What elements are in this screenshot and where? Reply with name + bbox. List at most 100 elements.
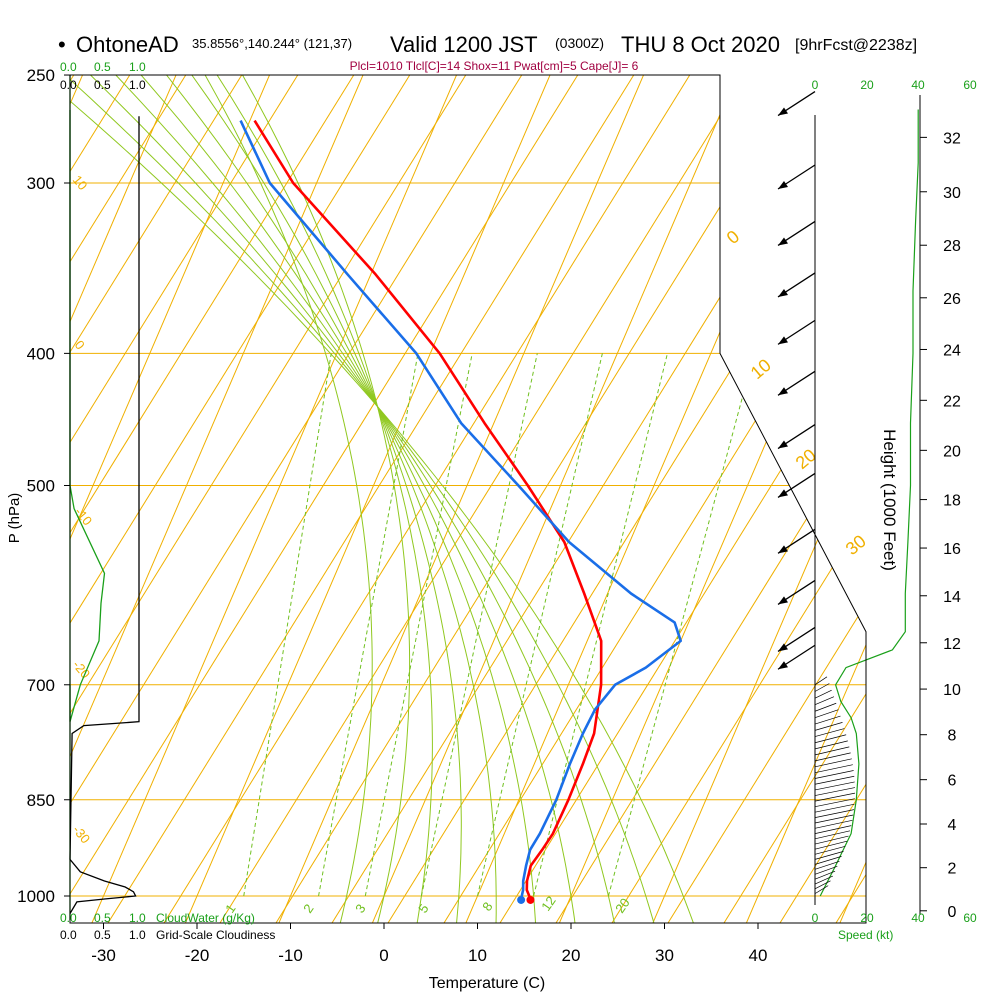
- dry-adiabat: [70, 75, 467, 923]
- barb-flag: [778, 237, 788, 246]
- cloudiness-profile: [69, 116, 140, 914]
- wind-barb-low: [814, 792, 856, 802]
- wind-barb: [777, 90, 816, 117]
- wind-barb-low: [814, 885, 829, 894]
- height-tick-label: 24: [943, 342, 961, 359]
- wind-barb-low: [814, 728, 845, 737]
- barb-flag: [778, 440, 788, 449]
- legend-label: CloudWater (g/Kg): [156, 911, 255, 925]
- temperature-surface-point: [526, 895, 535, 904]
- speed-tick: 20: [860, 911, 874, 925]
- legend-value: 0.5: [94, 928, 111, 942]
- station-name: OhtoneAD: [76, 32, 179, 57]
- wind-barb-low: [814, 676, 828, 686]
- isotherm-label: 10: [747, 355, 775, 383]
- moist-adiabat: [70, 75, 655, 923]
- temperature-profile: [253, 119, 603, 900]
- height-tick-label: 6: [948, 773, 957, 790]
- moist-adiabat: [90, 75, 616, 923]
- x-tick-label: 0: [379, 946, 388, 965]
- height-tick-label: 4: [948, 817, 957, 834]
- utc-time: (0300Z): [555, 35, 604, 51]
- wind-barb-low: [814, 825, 852, 834]
- stability-indices: Plcl=1010 Tlcl[C]=14 Shox=11 Pwat[cm]=5 …: [350, 59, 639, 73]
- dry-adiabat: [611, 75, 866, 923]
- wind-barb: [777, 644, 816, 670]
- dry-adiabat: [387, 75, 866, 923]
- top-scale-black: 0.0 0.5 1.0: [60, 78, 146, 92]
- barb-flag: [778, 107, 788, 116]
- isotherm: [558, 75, 866, 923]
- wind-barb-low: [814, 715, 841, 725]
- x-tick-label: 40: [749, 946, 768, 965]
- wind-barb-low: [814, 746, 850, 756]
- speed-tick: 40: [911, 78, 925, 92]
- y-tick-label: 250: [27, 66, 55, 85]
- speed-tick: 60: [963, 78, 977, 92]
- top-scale-green: 0.0 0.5 1.0: [60, 60, 146, 74]
- speed-tick: 0: [812, 911, 819, 925]
- legend-value: 1.0: [129, 911, 146, 925]
- wind-barb: [777, 472, 816, 498]
- wind-barb-low: [814, 758, 852, 768]
- cloud-water-profile: [69, 75, 106, 722]
- adiabat-label: 10: [70, 172, 91, 193]
- x-tick-label: 20: [562, 946, 581, 965]
- legend-value: 0.5: [94, 911, 111, 925]
- mixing-ratio-label: 20: [612, 895, 633, 915]
- valid-time: Valid 1200 JST: [390, 32, 538, 57]
- y-tick-label: 850: [27, 791, 55, 810]
- speed-tick: 60: [963, 911, 977, 925]
- wind-barb-low: [814, 814, 854, 824]
- wind-barb-low: [814, 835, 849, 845]
- dry-adiabat: [667, 75, 866, 923]
- dry-adiabat: [70, 75, 523, 923]
- cloudiness-legend: 0.0 0.5 1.0 Grid-Scale Cloudiness: [60, 928, 275, 942]
- isotherm-group: [70, 75, 866, 923]
- wind-barb-low: [814, 819, 853, 829]
- cloudwater-legend: 0.0 0.5 1.0 CloudWater (g/Kg): [60, 911, 255, 925]
- chart-frame: -30 -20 -10 0 10 20 30 402503004005007008501000…: [17, 66, 961, 965]
- mixing-ratio-line: [318, 353, 419, 897]
- x-tick-label: -30: [91, 946, 116, 965]
- dry-adiabat: [70, 75, 187, 923]
- wind-barb: [777, 370, 816, 396]
- x-axis-title: Temperature (C): [429, 975, 545, 992]
- wind-barb-low: [814, 880, 831, 890]
- isotherm-label: 20: [792, 445, 820, 473]
- station-marker: •: [58, 32, 66, 57]
- x-tick-label: 30: [655, 946, 674, 965]
- barb-flag: [778, 387, 788, 396]
- height-tick-label: 2: [948, 861, 957, 878]
- wind-barb-low: [814, 830, 851, 840]
- wind-barb: [777, 220, 816, 246]
- height-tick-label: 14: [943, 589, 961, 606]
- wind-barb-low: [814, 770, 854, 779]
- wind-speed-profile: [819, 109, 919, 897]
- barb-flag: [778, 181, 788, 189]
- mixing-ratio-line: [420, 353, 538, 897]
- mixing-ratio-line: [533, 353, 668, 897]
- mixing-ratio-line: [607, 353, 755, 897]
- y-tick-label: 700: [27, 676, 55, 695]
- adiabat-label: 0: [72, 337, 88, 352]
- dry-adiabat: [275, 75, 803, 923]
- height-tick-label: 18: [943, 493, 961, 510]
- height-tick-label: 22: [943, 393, 961, 410]
- barb-flag: [778, 661, 788, 670]
- height-tick-label: 12: [943, 636, 961, 653]
- station-coords: 35.8556°,140.244° (121,37): [192, 36, 352, 51]
- scale-label: 1.0: [129, 60, 146, 74]
- wind-barb: [777, 319, 816, 345]
- wind-barb-low: [814, 851, 844, 860]
- wind-barb-low: [814, 752, 851, 762]
- moist-adiabat: [115, 75, 576, 923]
- dry-adiabat: [555, 75, 866, 923]
- height-tick-label: 28: [943, 238, 961, 255]
- barb-flag: [778, 643, 788, 652]
- speed-scale-top: 0 20 40 60: [812, 78, 977, 92]
- dry-adiabat: [443, 75, 866, 923]
- wind-barb-low: [814, 870, 836, 880]
- moist-adiabat: [70, 75, 695, 923]
